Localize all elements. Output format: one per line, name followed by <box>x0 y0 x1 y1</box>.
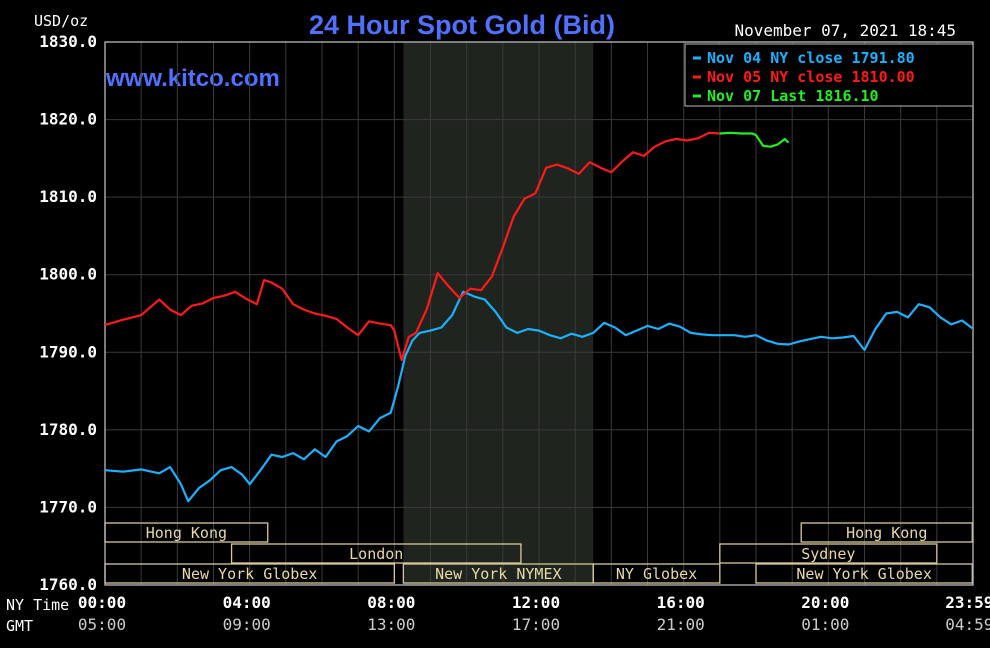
session-box <box>592 563 721 584</box>
session-box <box>230 543 522 564</box>
x-tick-label-ny: 00:00 <box>78 593 126 612</box>
x-tick-label-gmt: 09:00 <box>223 615 271 634</box>
legend-entry: Nov 07 Last 1816.10 <box>707 87 879 105</box>
datetime-label: November 07, 2021 18:45 <box>734 21 956 40</box>
series-line-3 <box>719 131 790 148</box>
y-tick-label: 1790.0 <box>39 342 97 361</box>
y-tick-label: 1800.0 <box>39 265 97 284</box>
y-tick-label: 1760.0 <box>39 575 97 594</box>
y-tick-label: 1820.0 <box>39 110 97 129</box>
nymex-highlight-band <box>403 42 594 585</box>
x-tick-label-ny: 23:59 <box>945 593 990 612</box>
x-tick-label-gmt: 05:00 <box>78 615 126 634</box>
ny-time-label: NY Time <box>6 596 69 614</box>
kitco-watermark: www.kitco.com <box>105 65 280 92</box>
x-tick-label-ny: 08:00 <box>367 593 415 612</box>
session-label: Hong Kong <box>146 524 227 542</box>
session-label: Hong Kong <box>846 524 927 542</box>
legend-box <box>684 43 974 107</box>
x-tick-label-gmt: 04:59 <box>945 615 990 634</box>
x-tick-label-ny: 20:00 <box>801 593 849 612</box>
session-label: London <box>349 545 403 563</box>
x-tick-label-gmt: 01:00 <box>801 615 849 634</box>
session-label: Sydney <box>801 545 855 563</box>
legend-entry: Nov 05 NY close 1810.00 <box>707 68 915 86</box>
legend-entry: Nov 04 NY close 1791.80 <box>707 49 915 67</box>
y-tick-label: 1810.0 <box>39 187 97 206</box>
unit-label: USD/oz <box>34 12 88 30</box>
x-tick-label-gmt: 17:00 <box>512 615 560 634</box>
session-box <box>800 522 973 543</box>
y-tick-label: 1770.0 <box>39 497 97 516</box>
chart-title: 24 Hour Spot Gold (Bid) <box>309 10 615 40</box>
session-label: New York NYMEX <box>435 565 561 583</box>
x-tick-label-gmt: 13:00 <box>367 615 415 634</box>
series-line-2 <box>104 131 720 362</box>
session-label: New York Globex <box>796 565 931 583</box>
series-line-1 <box>104 290 973 503</box>
session-box <box>719 543 938 564</box>
y-tick-label: 1780.0 <box>39 420 97 439</box>
gmt-label: GMT <box>6 617 33 635</box>
x-tick-label-ny: 16:00 <box>657 593 705 612</box>
x-tick-label-ny: 04:00 <box>223 593 271 612</box>
session-box <box>755 563 973 584</box>
y-tick-label: 1830.0 <box>39 32 97 51</box>
session-label: NY Globex <box>616 565 697 583</box>
session-label: New York Globex <box>182 565 317 583</box>
x-tick-label-gmt: 21:00 <box>657 615 705 634</box>
plot-border <box>104 41 974 586</box>
x-tick-label-ny: 12:00 <box>512 593 560 612</box>
